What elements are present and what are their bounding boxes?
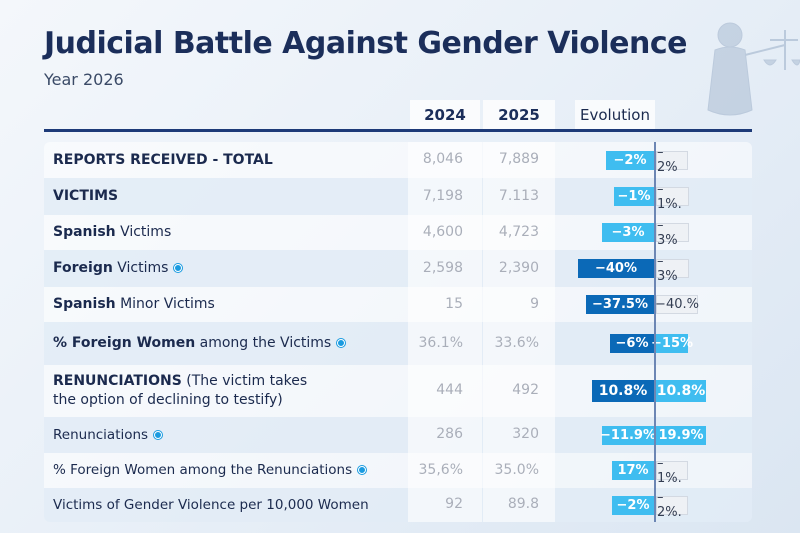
evolution-bar-left: −11.9% (600, 425, 656, 445)
table-row: RENUNCIATIONS (The victim takes the opti… (44, 365, 752, 417)
row-label-text: Victims (115, 224, 172, 240)
row-label: RENUNCIATIONS (The victim takes the opti… (53, 372, 313, 410)
evolution-bar-right: – 1%. (656, 182, 689, 212)
row-label-emphasis: Spanish (53, 296, 116, 312)
table-row: % Foreign Women among the Renunciations3… (44, 453, 752, 488)
row-label: Victims of Gender Violence per 10,000 Wo… (53, 496, 369, 515)
column-header-evolution: Evolution (575, 100, 655, 130)
evolution-bar-left: −2% (612, 495, 654, 515)
row-label-emphasis: Foreign (53, 260, 113, 276)
row-label-text: (The victim takes the option of declinin… (53, 373, 308, 408)
row-label: Foreign Victims (53, 259, 183, 278)
table-row: Foreign Victims2,5982,390−40%– 3% (44, 250, 752, 287)
row-label: Renunciations (53, 426, 163, 445)
evolution-bar-right: – 3% (656, 218, 689, 248)
evolution-bar-left: −3% (602, 223, 654, 242)
evolution-bar-left: −40% (578, 259, 654, 278)
table-row: REPORTS RECEIVED - TOTAL8,0467,889−2%– 2… (44, 142, 752, 178)
table-row: Spanish Victims4,6004,723−3%– 3% (44, 215, 752, 250)
info-badge-icon[interactable] (154, 430, 163, 439)
page-title: Judicial Battle Against Gender Violence (44, 26, 688, 61)
evolution-bar-left: −2% (606, 150, 654, 170)
evolution-bar-left: −37.5% (586, 295, 654, 314)
row-label-emphasis: VICTIMS (53, 188, 119, 204)
evolution-bar-left: −6% (610, 334, 654, 353)
column-header-2024: 2024 (410, 100, 480, 130)
evolution-bar-right: – 1%. (656, 456, 688, 486)
table-row: VICTIMS7,1987.113−1%– 1%. (44, 178, 752, 215)
evolution-bar-right: 10.8% (656, 380, 706, 402)
table-row: Renunciations286320−11.9%19.9% (44, 417, 752, 453)
table-row: Spanish Minor Victims159−37.5%−40.% (44, 287, 752, 322)
row-label-text: among the Victims (195, 335, 332, 351)
row-label-text: Victims (112, 260, 169, 276)
row-label-text: Minor Victims (115, 296, 215, 312)
column-2024-background (408, 142, 482, 522)
page-subtitle: Year 2026 (44, 70, 124, 89)
row-label-emphasis: % Foreign Women (53, 335, 196, 351)
row-label: % Foreign Women among the Victims (53, 334, 346, 353)
evolution-bar-right: – 3% (656, 254, 689, 284)
row-label: REPORTS RECEIVED - TOTAL (53, 151, 273, 170)
info-badge-icon[interactable] (174, 264, 183, 272)
info-badge-icon[interactable] (358, 466, 367, 474)
evolution-bar-right: 19.9% (656, 425, 706, 445)
evolution-axis (654, 142, 656, 522)
row-label: % Foreign Women among the Renunciations (53, 461, 367, 480)
justice-statue-illustration (707, 22, 800, 116)
column-header-2025: 2025 (483, 100, 555, 130)
row-label-text: Victims of Gender Violence per 10,000 Wo… (53, 496, 369, 513)
table-row: Victims of Gender Violence per 10,000 Wo… (44, 488, 752, 522)
evolution-bar-right: −40.% (655, 295, 699, 314)
data-table: Victims of Gender Violence per 10,000 Wo… (44, 142, 752, 522)
column-2025-background (483, 142, 555, 522)
info-badge-icon[interactable] (337, 339, 346, 347)
evolution-bar-right: −15% (651, 334, 694, 353)
evolution-bar-right: –2%. (656, 490, 688, 520)
row-label-emphasis: Spanish (53, 224, 116, 240)
row-label-text: Renunciations (53, 426, 149, 443)
row-label-text: % Foreign Women among the Renunciations (53, 462, 353, 478)
evolution-bar-right: – 2% (656, 145, 688, 175)
row-label: Spanish Minor Victims (53, 295, 215, 314)
row-label: VICTIMS (53, 187, 118, 206)
header-divider (44, 129, 752, 132)
row-label: Spanish Victims (53, 223, 171, 242)
row-label-emphasis: REPORTS RECEIVED - TOTAL (53, 151, 273, 168)
table-row: % Foreign Women among the Victims36.1%33… (44, 322, 752, 365)
row-label-emphasis: RENUNCIATIONS (53, 373, 182, 389)
evolution-bar-left: 10.8% (592, 380, 654, 402)
evolution-bar-left: −1% (614, 187, 654, 206)
evolution-bar-left: 17% (612, 461, 654, 480)
